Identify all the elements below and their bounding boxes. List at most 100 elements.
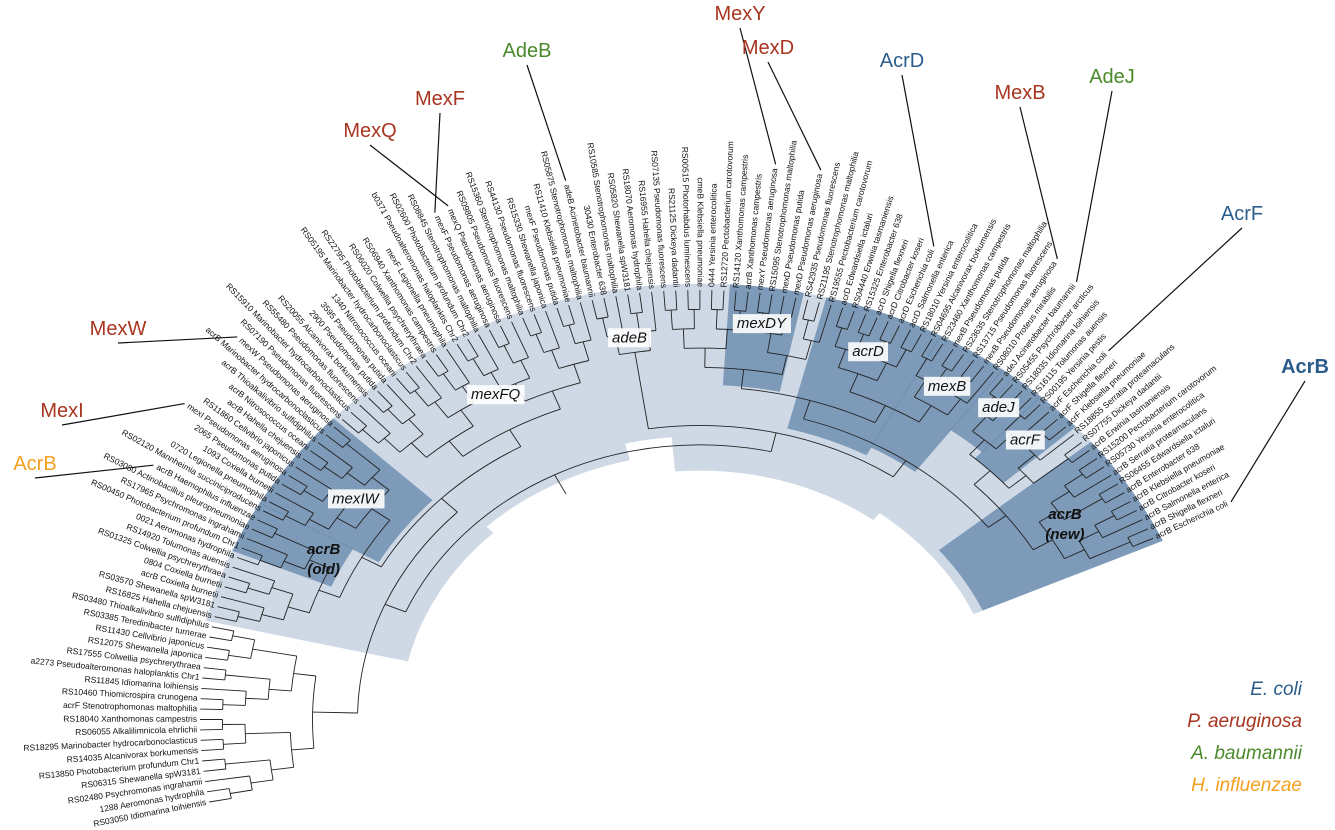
- branch: [813, 302, 820, 322]
- branch: [415, 365, 442, 399]
- branch: [203, 768, 226, 772]
- clade-label: acrB: [307, 541, 341, 558]
- branch: [966, 371, 994, 404]
- branch: [876, 362, 887, 381]
- branch: [770, 432, 777, 452]
- branch: [232, 635, 255, 641]
- branch: [1008, 475, 1027, 489]
- branch: [245, 697, 269, 700]
- callout-label: AcrB: [1281, 356, 1329, 378]
- leaf-label: RS00515 Photorhabdus luminescens: [680, 147, 693, 288]
- branch: [225, 759, 271, 765]
- branch: [1050, 491, 1070, 504]
- branch: [722, 290, 725, 310]
- callout-line: [1075, 90, 1113, 283]
- branch: [435, 354, 449, 372]
- branch: [318, 589, 340, 598]
- branch: [960, 359, 975, 377]
- leaf-label: cmeB Klebsiella pneumoniae: [696, 177, 706, 287]
- branch: [1071, 450, 1090, 463]
- branch: [200, 738, 224, 741]
- branch: [293, 672, 316, 677]
- branch: [361, 556, 382, 568]
- branch: [1127, 537, 1134, 547]
- branch: [1064, 549, 1085, 560]
- branch: [207, 646, 230, 651]
- branch: [591, 299, 598, 320]
- branch: [973, 470, 991, 485]
- branch: [533, 314, 542, 333]
- clade-label-box: [848, 342, 889, 362]
- branch: [767, 333, 772, 353]
- branch: [309, 559, 331, 569]
- branch: [670, 310, 673, 330]
- branch: [291, 747, 314, 751]
- clade-label-group: mexFQ: [467, 385, 525, 405]
- branch: [915, 358, 928, 376]
- branch: [1085, 466, 1105, 479]
- branch: [663, 291, 666, 311]
- clade-label: mexDY: [737, 315, 787, 332]
- branch: [835, 307, 844, 327]
- branch: [554, 474, 567, 495]
- branch: [947, 398, 961, 416]
- branch: [209, 797, 232, 803]
- clade-label: acrB: [1048, 506, 1082, 523]
- branch: [225, 674, 271, 680]
- clade-label-group: acrB (new): [1045, 506, 1084, 543]
- branch: [627, 294, 632, 314]
- branch: [914, 379, 926, 398]
- branch: [803, 418, 989, 528]
- clade-label: acrF: [1010, 431, 1041, 448]
- branch: [682, 328, 685, 349]
- clade-label: (old): [307, 561, 339, 578]
- branch: [342, 439, 351, 448]
- branch: [988, 515, 1007, 528]
- branch: [387, 408, 403, 425]
- branch: [325, 434, 343, 448]
- branch: [324, 466, 343, 479]
- branch: [275, 492, 314, 514]
- branch: [498, 343, 510, 349]
- branch: [857, 314, 867, 333]
- branch: [280, 554, 288, 568]
- branch: [456, 343, 469, 362]
- branch: [568, 304, 575, 324]
- branch: [1049, 426, 1067, 441]
- callout-line: [901, 74, 935, 247]
- branch: [1038, 510, 1059, 523]
- branch: [858, 332, 870, 337]
- branch: [522, 317, 532, 337]
- clade-label-group: adeB: [608, 328, 652, 348]
- branch: [896, 349, 907, 368]
- branch: [889, 325, 900, 344]
- legend-label: E. coli: [1250, 679, 1303, 700]
- branch: [268, 501, 289, 513]
- branch: [257, 519, 278, 530]
- branch: [224, 759, 227, 770]
- branch: [227, 650, 230, 661]
- branch: [834, 327, 843, 347]
- branch: [205, 656, 228, 661]
- branch: [304, 550, 316, 570]
- branch: [710, 290, 713, 310]
- branch: [551, 349, 560, 369]
- branch: [582, 341, 590, 361]
- branch: [289, 732, 295, 768]
- branch: [802, 319, 809, 340]
- branch: [1127, 528, 1149, 538]
- branch: [849, 373, 859, 392]
- callout-line: [1019, 106, 1058, 260]
- branch: [230, 789, 253, 794]
- branch: [1064, 498, 1103, 520]
- clade-label: adeB: [612, 329, 647, 346]
- branch: [304, 513, 314, 526]
- legend-label: A. baumannii: [1190, 743, 1303, 764]
- clade-label-box: [1005, 430, 1045, 450]
- branch: [247, 587, 270, 595]
- branch: [900, 329, 911, 348]
- branch: [602, 317, 608, 338]
- branch: [317, 442, 353, 468]
- branch: [202, 758, 225, 762]
- branch: [371, 508, 391, 521]
